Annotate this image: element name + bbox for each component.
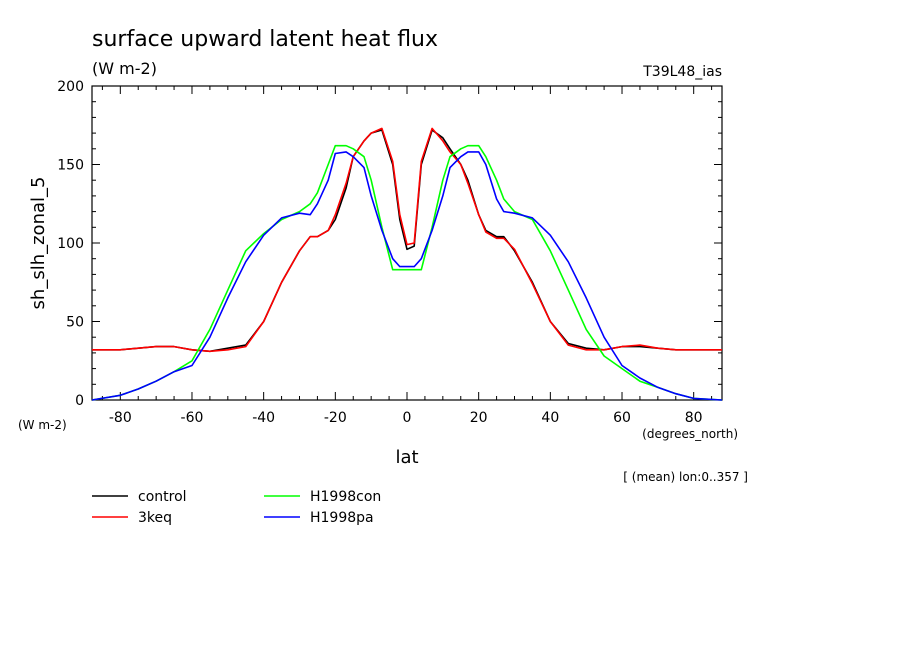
x-tick-label: -40 [252, 410, 275, 426]
legend-label-control: control [138, 489, 187, 505]
x-tick-label: 60 [613, 410, 631, 426]
series-line-control [92, 129, 722, 353]
x-axis-units: (degrees_north) [642, 427, 738, 441]
legend-label-h1998con: H1998con [310, 489, 381, 505]
legend: control 3keq H1998con H1998pa [92, 489, 381, 526]
series-line-h1998pa [91, 151, 723, 401]
x-tick-label: 20 [470, 410, 488, 426]
y-axis-units: (W m-2) [18, 418, 67, 432]
y-tick-label: 150 [57, 158, 84, 174]
mean-note: [ (mean) lon:0..357 ] [623, 470, 748, 484]
y-tick-label: 50 [66, 315, 84, 331]
series-line-h1998con [91, 144, 723, 401]
y-tick-label: 200 [57, 79, 84, 95]
x-axis-label: lat [395, 447, 418, 468]
y-axis-label: sh_slh_zonal_5 [28, 177, 49, 310]
run-id: T39L48_ias [642, 64, 722, 80]
legend-label-3keq: 3keq [138, 510, 172, 526]
series-lines [91, 127, 723, 401]
x-tick-label: 40 [541, 410, 559, 426]
chart-title: surface upward latent heat flux [92, 27, 438, 52]
x-tick-label: -20 [324, 410, 347, 426]
tick-labels: -80 -60 -40 -20 0 20 40 60 80 0 50 100 150 200 [57, 79, 702, 426]
x-tick-label: 0 [403, 410, 412, 426]
chart-units: (W m-2) [92, 59, 157, 78]
x-tick-label: -60 [181, 410, 204, 426]
x-tick-label: 80 [685, 410, 703, 426]
y-tick-label: 0 [75, 393, 84, 409]
x-tick-label: -80 [109, 410, 132, 426]
series-line-3keq [92, 127, 722, 353]
axis-ticks [92, 85, 722, 401]
legend-label-h1998pa: H1998pa [310, 510, 374, 526]
y-tick-label: 100 [57, 236, 84, 252]
